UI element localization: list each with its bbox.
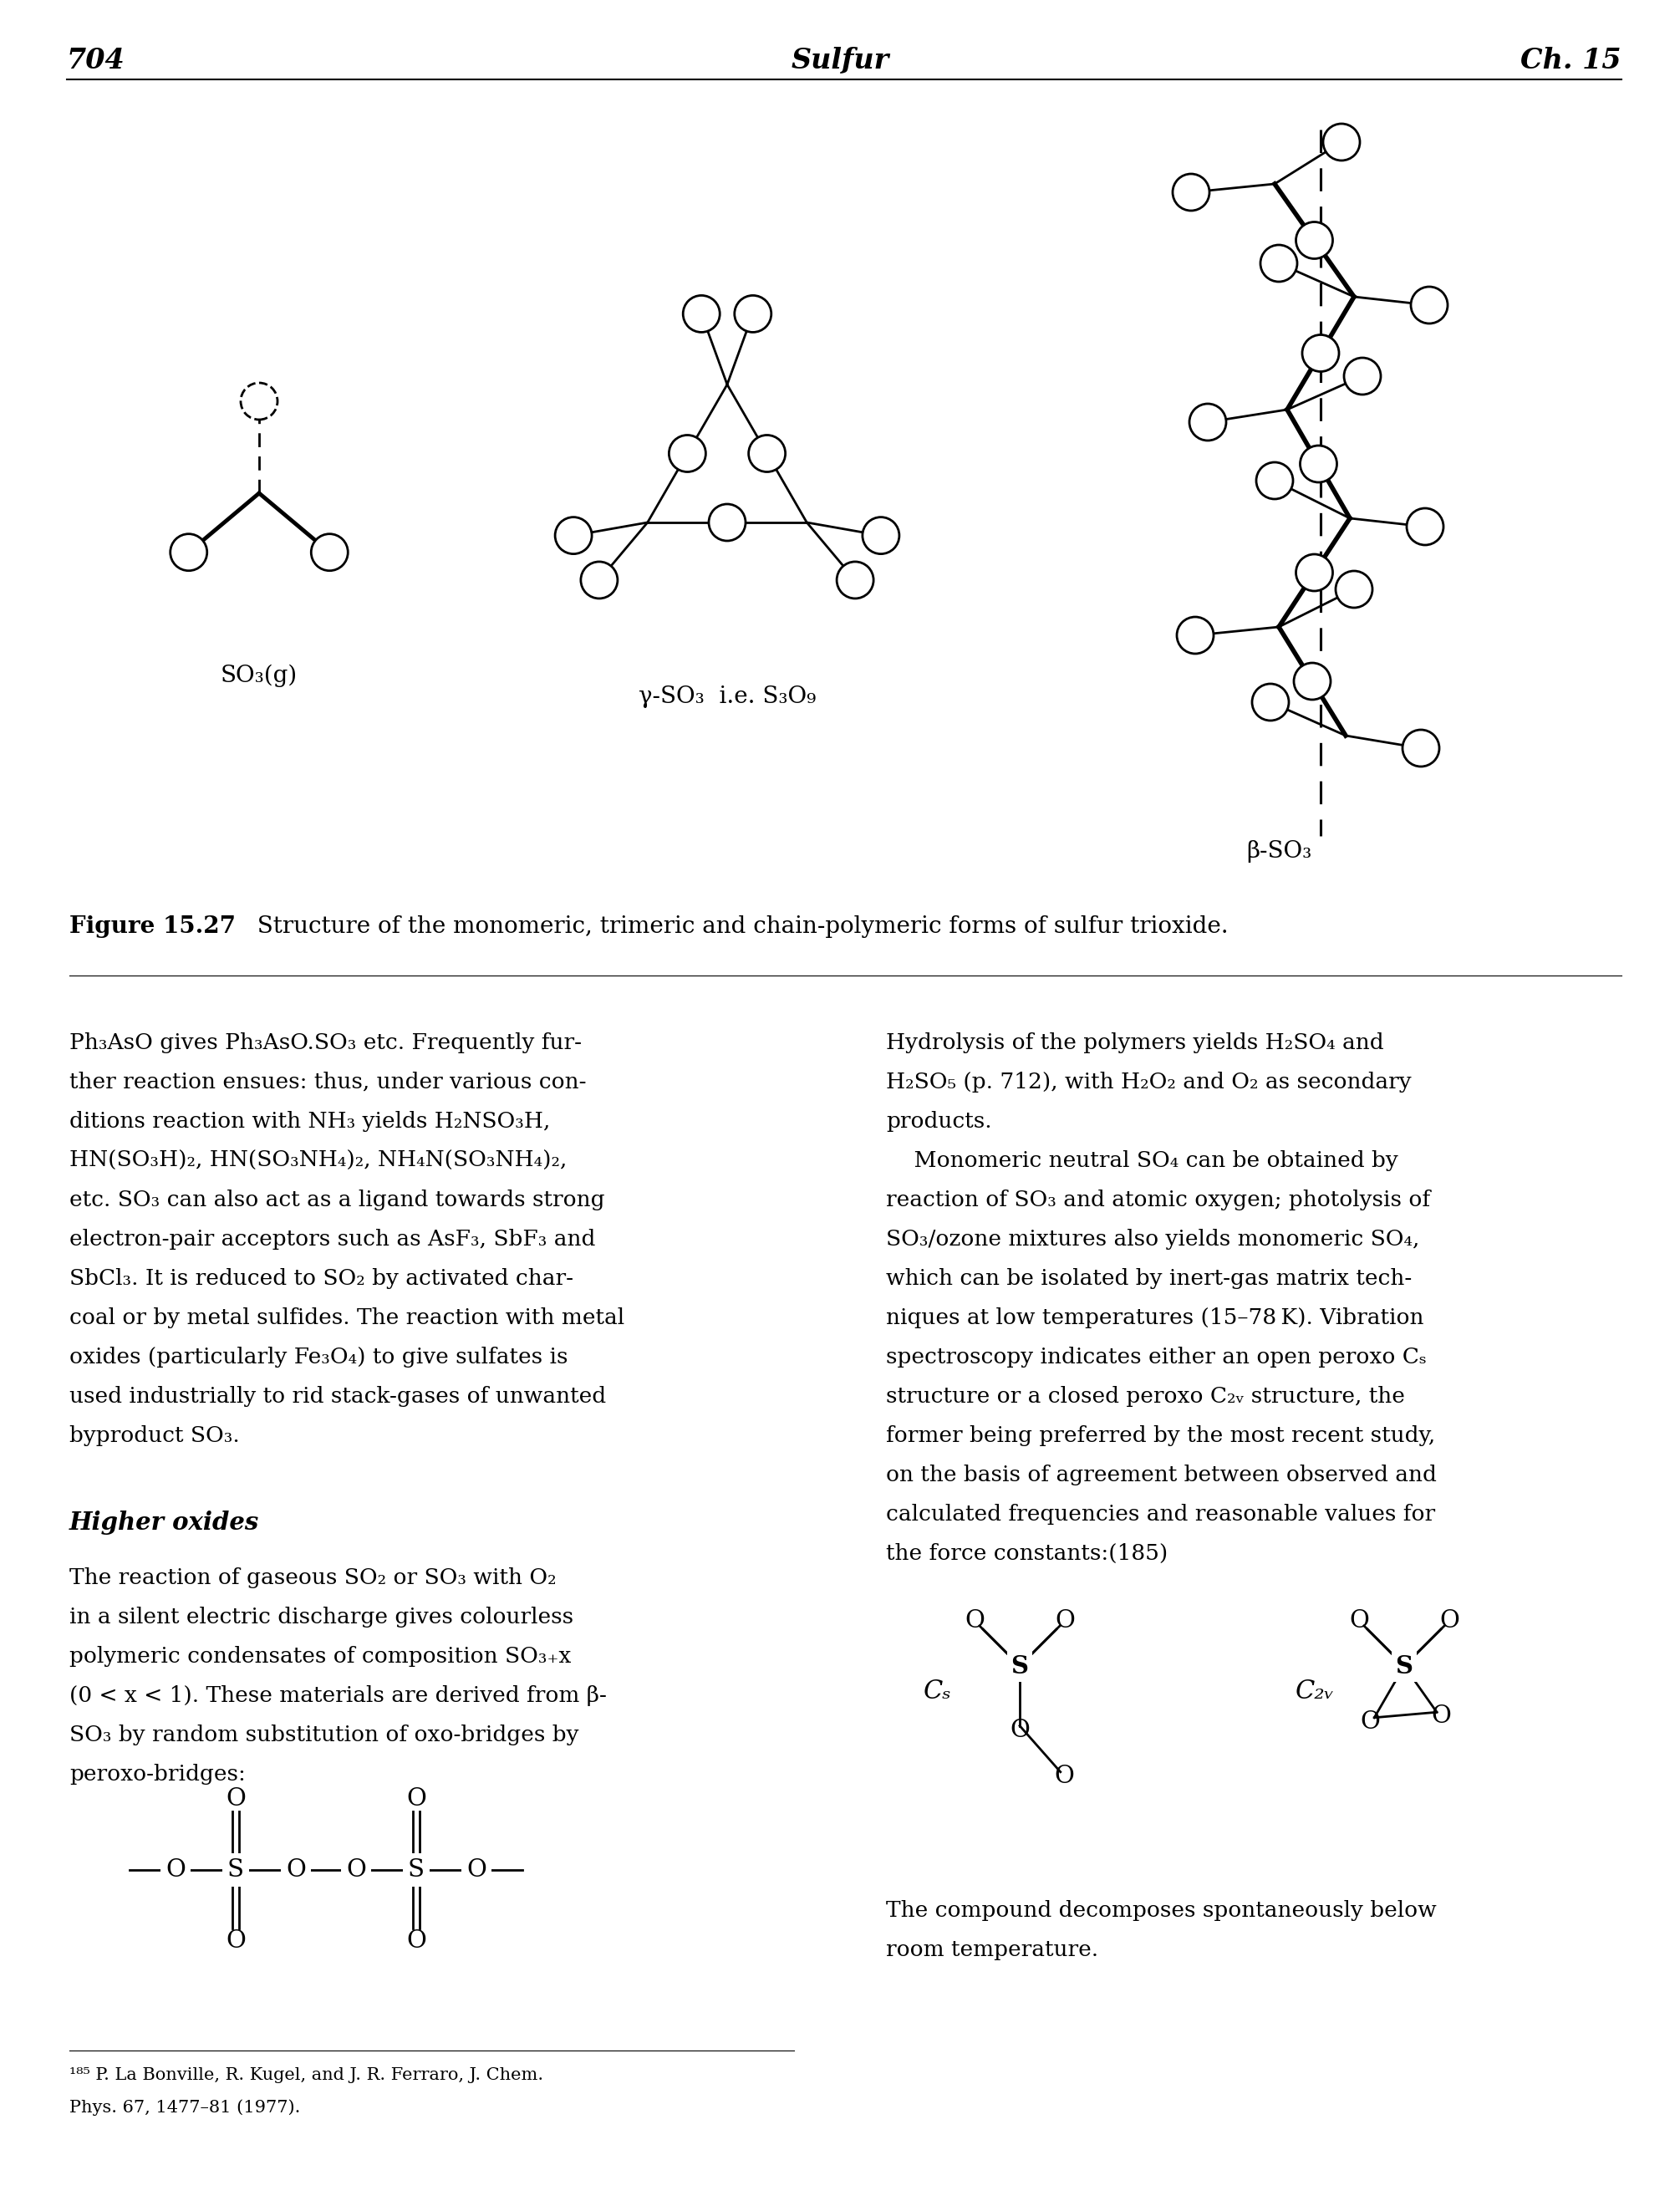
Text: The compound decomposes spontaneously below: The compound decomposes spontaneously be…: [885, 1899, 1436, 1921]
Circle shape: [240, 384, 277, 419]
Text: O: O: [1440, 1608, 1460, 1632]
Circle shape: [1260, 245, 1297, 282]
Text: calculated frequencies and reasonable values for: calculated frequencies and reasonable va…: [885, 1504, 1435, 1524]
Text: Structure of the monomeric, trimeric and chain-polymeric forms of sulfur trioxid: Structure of the monomeric, trimeric and…: [242, 915, 1228, 938]
Text: room temperature.: room temperature.: [885, 1939, 1099, 1961]
Text: O: O: [964, 1608, 984, 1632]
Text: Higher oxides: Higher oxides: [69, 1511, 259, 1535]
Text: S: S: [408, 1857, 425, 1882]
Text: The reaction of gaseous SO₂ or SO₃ with O₂: The reaction of gaseous SO₂ or SO₃ with …: [69, 1566, 556, 1588]
Circle shape: [1300, 446, 1337, 483]
Text: structure or a closed peroxo C₂ᵥ structure, the: structure or a closed peroxo C₂ᵥ structu…: [885, 1385, 1404, 1407]
Text: H₂SO₅ (p. 712), with H₂O₂ and O₂ as secondary: H₂SO₅ (p. 712), with H₂O₂ and O₂ as seco…: [885, 1072, 1411, 1092]
Text: O: O: [1361, 1710, 1379, 1734]
Text: γ-SO₃  i.e. S₃O₉: γ-SO₃ i.e. S₃O₉: [638, 686, 816, 708]
Text: Ph₃AsO gives Ph₃AsO.SO₃ etc. Frequently fur-: Ph₃AsO gives Ph₃AsO.SO₃ etc. Frequently …: [69, 1032, 581, 1052]
Text: O: O: [346, 1857, 366, 1882]
Text: reaction of SO₃ and atomic oxygen; photolysis of: reaction of SO₃ and atomic oxygen; photo…: [885, 1189, 1430, 1211]
Text: SO₃ by random substitution of oxo-bridges by: SO₃ by random substitution of oxo-bridge…: [69, 1725, 580, 1745]
Text: on the basis of agreement between observed and: on the basis of agreement between observ…: [885, 1465, 1436, 1485]
Text: Monomeric neutral SO₄ can be obtained by: Monomeric neutral SO₄ can be obtained by: [885, 1149, 1398, 1171]
Text: byproduct SO₃.: byproduct SO₃.: [69, 1425, 240, 1447]
Circle shape: [1176, 618, 1213, 653]
Circle shape: [554, 516, 591, 554]
Circle shape: [1324, 124, 1359, 161]
Text: O: O: [407, 1930, 427, 1952]
Circle shape: [862, 516, 899, 554]
Text: products.: products.: [885, 1112, 991, 1132]
Circle shape: [311, 534, 348, 571]
Text: β-SO₃: β-SO₃: [1247, 840, 1312, 863]
Circle shape: [1252, 684, 1289, 721]
Text: coal or by metal sulfides. The reaction with metal: coal or by metal sulfides. The reaction …: [69, 1308, 625, 1328]
Circle shape: [1336, 571, 1373, 607]
Text: O: O: [407, 1787, 427, 1811]
Text: C₂ᵥ: C₂ᵥ: [1295, 1679, 1336, 1703]
Text: former being preferred by the most recent study,: former being preferred by the most recen…: [885, 1425, 1435, 1447]
Text: ¹⁸⁵ P. La Bonville, R. Kugel, and J. R. Ferraro, J. Chem.: ¹⁸⁵ P. La Bonville, R. Kugel, and J. R. …: [69, 2067, 543, 2082]
Circle shape: [709, 503, 746, 540]
Text: niques at low temperatures (15–78 K). Vibration: niques at low temperatures (15–78 K). Vi…: [885, 1308, 1425, 1328]
Circle shape: [837, 563, 874, 598]
Text: peroxo-bridges:: peroxo-bridges:: [69, 1765, 245, 1785]
Text: etc. SO₃ can also act as a ligand towards strong: etc. SO₃ can also act as a ligand toward…: [69, 1189, 605, 1211]
Circle shape: [1189, 404, 1226, 441]
Circle shape: [1173, 174, 1210, 210]
Circle shape: [1403, 730, 1440, 765]
Text: ditions reaction with NH₃ yields H₂NSO₃H,: ditions reaction with NH₃ yields H₂NSO₃H…: [69, 1112, 551, 1132]
Text: S: S: [1011, 1654, 1028, 1679]
Text: O: O: [1055, 1608, 1075, 1632]
Text: Cₛ: Cₛ: [924, 1679, 951, 1703]
Text: O: O: [225, 1787, 245, 1811]
Text: O: O: [1431, 1705, 1452, 1727]
Text: HN(SO₃H)₂, HN(SO₃NH₄)₂, NH₄N(SO₃NH₄)₂,: HN(SO₃H)₂, HN(SO₃NH₄)₂, NH₄N(SO₃NH₄)₂,: [69, 1149, 566, 1171]
Circle shape: [1411, 287, 1448, 324]
Text: S: S: [1396, 1654, 1413, 1679]
Text: O: O: [286, 1857, 306, 1882]
Text: (0 < x < 1). These materials are derived from β-: (0 < x < 1). These materials are derived…: [69, 1685, 606, 1705]
Text: ther reaction ensues: thus, under various con-: ther reaction ensues: thus, under variou…: [69, 1072, 586, 1092]
Text: spectroscopy indicates either an open peroxo Cₛ: spectroscopy indicates either an open pe…: [885, 1346, 1426, 1368]
Circle shape: [684, 296, 719, 333]
Text: Phys. 67, 1477–81 (1977).: Phys. 67, 1477–81 (1977).: [69, 2098, 301, 2116]
Text: 704: 704: [67, 46, 126, 75]
Text: used industrially to rid stack-gases of unwanted: used industrially to rid stack-gases of …: [69, 1385, 606, 1407]
Text: the force constants:(185): the force constants:(185): [885, 1544, 1168, 1564]
Circle shape: [1257, 463, 1294, 499]
Circle shape: [1295, 554, 1332, 591]
Text: O: O: [1010, 1718, 1030, 1743]
Text: electron-pair acceptors such as AsF₃, SbF₃ and: electron-pair acceptors such as AsF₃, Sb…: [69, 1229, 595, 1251]
Text: O: O: [1055, 1765, 1075, 1787]
Circle shape: [749, 435, 785, 472]
Text: O: O: [467, 1857, 487, 1882]
Text: in a silent electric discharge gives colourless: in a silent electric discharge gives col…: [69, 1606, 573, 1628]
Circle shape: [1295, 223, 1332, 258]
Text: Hydrolysis of the polymers yields H₂SO₄ and: Hydrolysis of the polymers yields H₂SO₄ …: [885, 1032, 1384, 1052]
Text: S: S: [227, 1857, 244, 1882]
Text: O: O: [1349, 1608, 1369, 1632]
Circle shape: [669, 435, 706, 472]
Text: oxides (particularly Fe₃O₄) to give sulfates is: oxides (particularly Fe₃O₄) to give sulf…: [69, 1346, 568, 1368]
Circle shape: [1294, 662, 1331, 699]
Text: O: O: [225, 1930, 245, 1952]
Text: Ch. 15: Ch. 15: [1520, 46, 1621, 75]
Circle shape: [1302, 335, 1339, 371]
Text: polymeric condensates of composition SO₃₊x: polymeric condensates of composition SO₃…: [69, 1646, 571, 1668]
Circle shape: [734, 296, 771, 333]
Circle shape: [581, 563, 618, 598]
Text: Figure 15.27: Figure 15.27: [69, 915, 235, 938]
Text: which can be isolated by inert-gas matrix tech-: which can be isolated by inert-gas matri…: [885, 1268, 1411, 1288]
Circle shape: [170, 534, 207, 571]
Text: SbCl₃. It is reduced to SO₂ by activated char-: SbCl₃. It is reduced to SO₂ by activated…: [69, 1268, 573, 1288]
Circle shape: [1406, 507, 1443, 545]
Text: Sulfur: Sulfur: [791, 46, 889, 75]
Text: SO₃(g): SO₃(g): [220, 664, 297, 688]
Text: O: O: [166, 1857, 185, 1882]
Circle shape: [1344, 357, 1381, 395]
Text: SO₃/ozone mixtures also yields monomeric SO₄,: SO₃/ozone mixtures also yields monomeric…: [885, 1229, 1420, 1251]
